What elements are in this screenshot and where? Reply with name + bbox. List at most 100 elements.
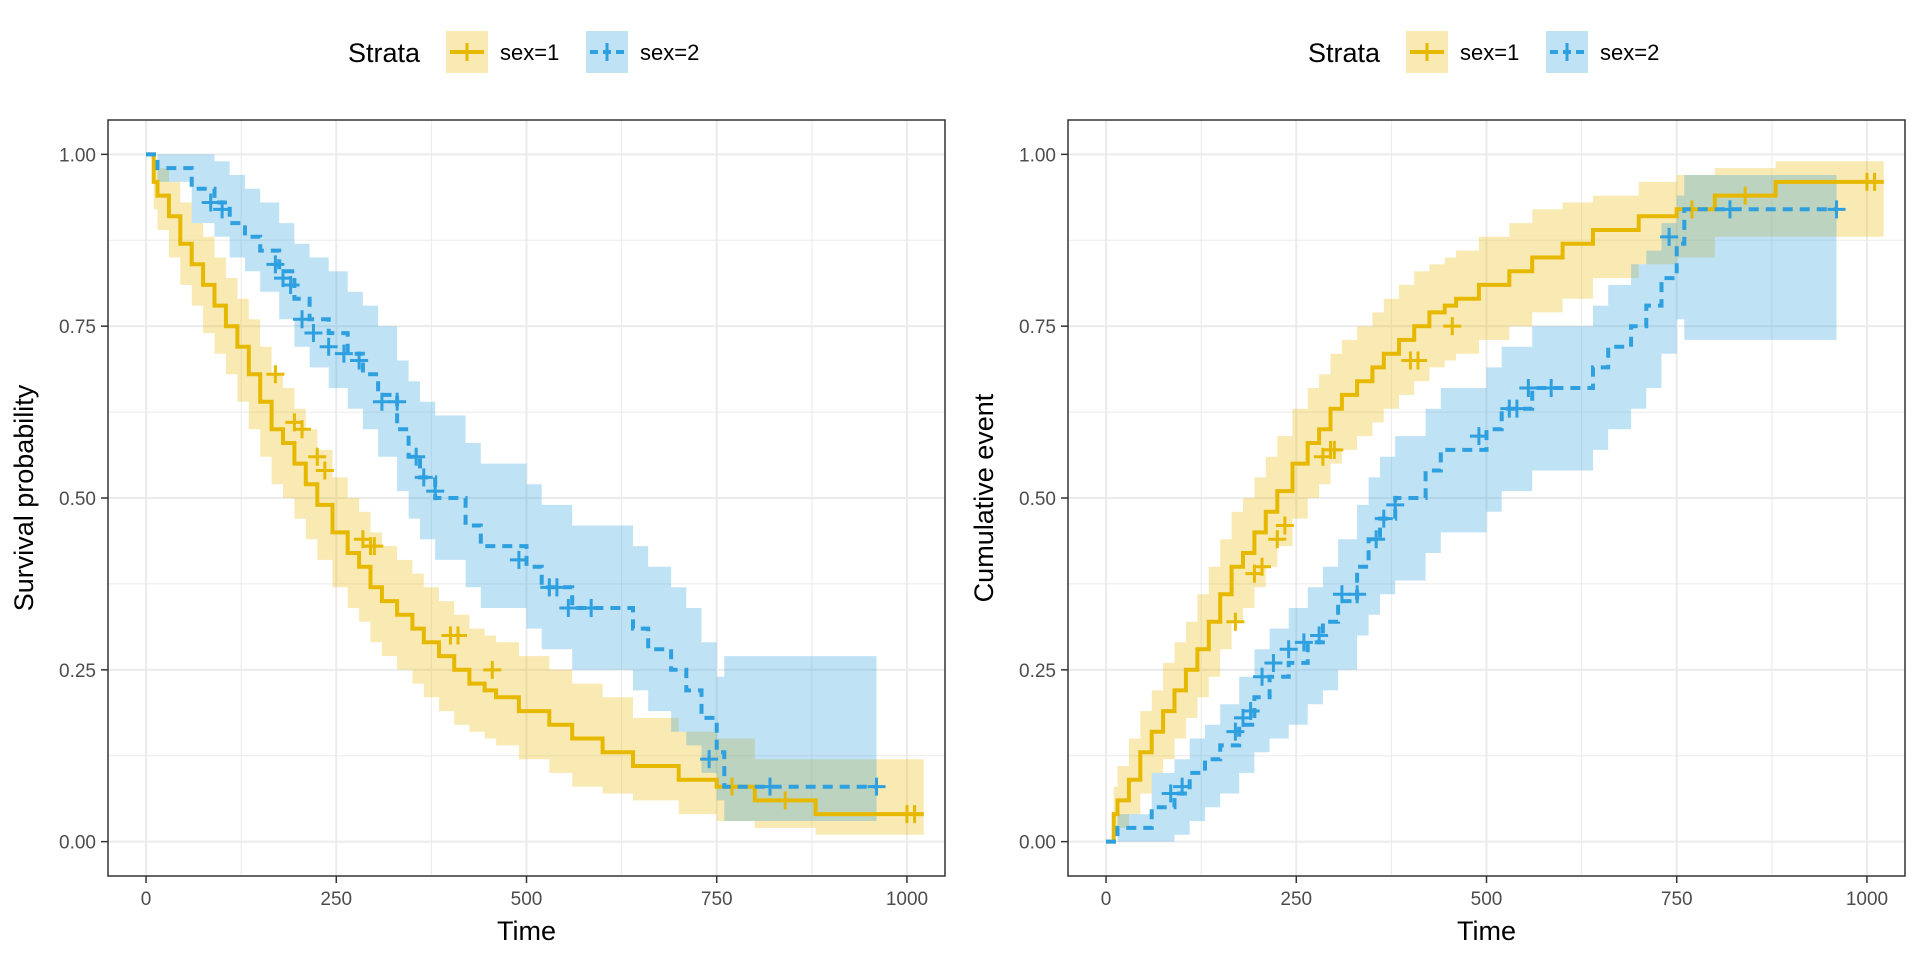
censor-mark xyxy=(1469,427,1488,446)
censor-mark xyxy=(1827,200,1846,219)
censor-mark xyxy=(1241,702,1260,721)
censor-mark xyxy=(334,344,353,363)
censor-mark xyxy=(1310,626,1329,645)
censor-mark xyxy=(281,275,300,294)
censor-mark xyxy=(266,365,285,384)
censor-mark xyxy=(1253,667,1272,686)
censor-mark xyxy=(350,351,369,370)
censor-mark xyxy=(1226,722,1245,741)
y-tick-label: 1.00 xyxy=(59,145,96,166)
x-tick-label: 250 xyxy=(1280,889,1312,910)
legend-label: sex=2 xyxy=(1600,40,1659,65)
censor-mark xyxy=(1519,379,1538,398)
censor-mark xyxy=(1268,530,1287,549)
y-tick-label: 1.00 xyxy=(1019,145,1056,166)
legend-label: sex=1 xyxy=(1460,40,1519,65)
x-axis-title: Time xyxy=(1457,916,1516,946)
x-tick-label: 250 xyxy=(320,889,352,910)
censor-mark xyxy=(293,310,312,329)
x-tick-label: 1000 xyxy=(1846,889,1888,910)
x-tick-label: 1000 xyxy=(886,889,928,910)
censor-mark xyxy=(293,420,312,439)
censor-mark xyxy=(1173,777,1192,796)
censor-mark xyxy=(1736,186,1755,205)
censor-mark xyxy=(1660,227,1679,246)
censor-mark xyxy=(760,777,779,796)
legend-key-sex1 xyxy=(1406,31,1448,73)
survival-curve-sex1 xyxy=(146,152,924,817)
legend-key-sex2 xyxy=(1546,31,1588,73)
chart-panel-2: 0 250 500 750 1000 0.00 0.25 0.50 0.75 1.00 Time Cu… xyxy=(969,31,1906,946)
censor-mark xyxy=(407,447,426,466)
y-tick-label: 0.75 xyxy=(59,317,96,338)
y-axis-title: Survival probability xyxy=(9,384,39,611)
censor-mark xyxy=(509,550,528,569)
survival-curve-sex2 xyxy=(1106,207,1837,844)
censor-mark xyxy=(315,461,334,480)
confidence-band-sex1 xyxy=(146,154,924,835)
censor-mark xyxy=(1542,379,1561,398)
y-axis-title: Cumulative event xyxy=(969,393,999,602)
censor-mark xyxy=(213,200,232,219)
legend-title: Strata xyxy=(1308,38,1381,68)
censor-mark xyxy=(201,193,220,212)
censor-mark xyxy=(414,468,433,487)
y-tick-label: 0.50 xyxy=(59,489,96,510)
confidence-band-sex1 xyxy=(1106,161,1884,842)
censor-mark xyxy=(372,392,391,411)
censor-mark xyxy=(1226,612,1245,631)
censor-mark xyxy=(308,447,327,466)
censor-mark xyxy=(365,537,384,556)
survival-curve-sex2 xyxy=(146,152,877,789)
censor-mark xyxy=(426,482,445,501)
censor-mark xyxy=(1507,399,1526,418)
censor-mark xyxy=(1264,653,1283,672)
censor-mark xyxy=(582,598,601,617)
censor-mark xyxy=(1348,585,1367,604)
y-tick-label: 0.25 xyxy=(1019,661,1056,682)
censor-mark xyxy=(700,750,719,769)
censor-mark xyxy=(1279,640,1298,659)
censor-mark xyxy=(1720,200,1739,219)
y-tick-label: 0.75 xyxy=(1019,317,1056,338)
censor-mark xyxy=(1443,317,1462,336)
censor-mark xyxy=(1374,509,1393,528)
x-tick-label: 0 xyxy=(1101,889,1112,910)
legend: Strata sex=1 sex=2 xyxy=(1308,31,1659,73)
x-tick-label: 0 xyxy=(141,889,152,910)
legend-label: sex=2 xyxy=(640,40,699,65)
censor-mark xyxy=(867,777,886,796)
legend-title: Strata xyxy=(348,38,421,68)
censor-mark xyxy=(1253,557,1272,576)
censor-mark xyxy=(304,324,323,343)
censor-mark xyxy=(559,598,578,617)
y-tick-label: 0.50 xyxy=(1019,489,1056,510)
chart-panel-1: 0 250 500 750 1000 0.00 0.25 0.50 0.75 1.00 Time Su… xyxy=(9,31,946,946)
censor-mark xyxy=(547,578,566,597)
censor-mark xyxy=(1409,351,1428,370)
censor-mark xyxy=(905,805,924,824)
legend-key-sex2 xyxy=(586,31,628,73)
censor-mark xyxy=(319,337,338,356)
censor-mark xyxy=(449,626,468,645)
censor-mark xyxy=(266,255,285,274)
censor-mark xyxy=(1332,585,1351,604)
legend-key-sex1 xyxy=(446,31,488,73)
x-tick-label: 750 xyxy=(701,889,733,910)
censor-mark xyxy=(1161,784,1180,803)
censor-mark xyxy=(1367,530,1386,549)
censor-mark xyxy=(1325,440,1344,459)
censor-mark xyxy=(1865,172,1884,191)
survival-curve-sex1 xyxy=(1106,179,1884,844)
legend: Strata sex=1 sex=2 xyxy=(348,31,699,73)
censor-mark xyxy=(388,392,407,411)
censor-mark xyxy=(1275,516,1294,535)
censor-mark xyxy=(1386,495,1405,514)
x-tick-label: 500 xyxy=(511,889,543,910)
x-tick-label: 750 xyxy=(1661,889,1693,910)
y-tick-label: 0.00 xyxy=(1019,833,1056,854)
legend-label: sex=1 xyxy=(500,40,559,65)
y-tick-label: 0.25 xyxy=(59,661,96,682)
